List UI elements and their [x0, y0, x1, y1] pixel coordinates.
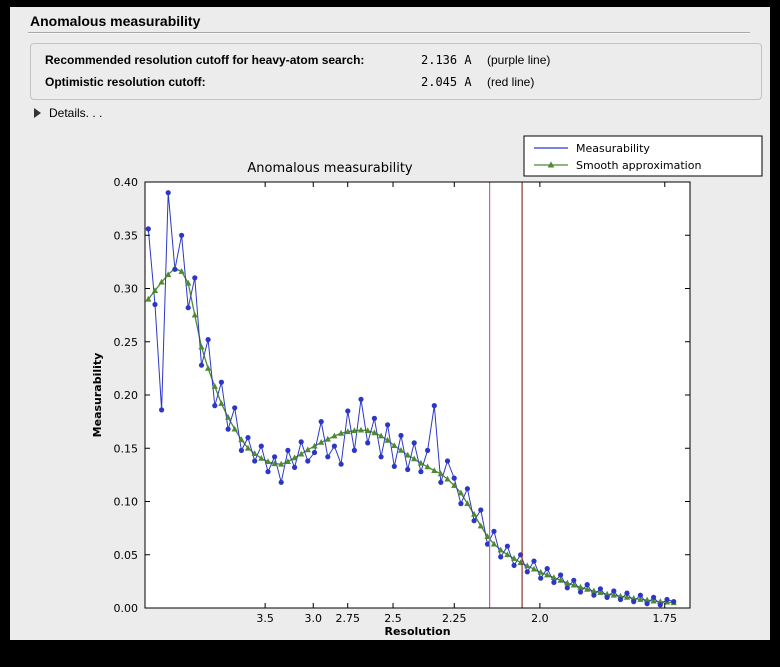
optimistic-cutoff-label: Optimistic resolution cutoff:	[45, 75, 206, 89]
svg-text:Measurability: Measurability	[91, 353, 104, 438]
svg-text:0.40: 0.40	[114, 176, 139, 189]
details-label: Details. . .	[49, 106, 103, 120]
page-title: Anomalous measurability	[30, 13, 201, 29]
details-disclosure[interactable]: Details. . .	[34, 105, 102, 121]
recommended-cutoff-label: Recommended resolution cutoff for heavy-…	[45, 53, 365, 67]
title-divider	[28, 32, 750, 34]
svg-text:Smooth approximation: Smooth approximation	[576, 159, 701, 172]
optimistic-cutoff-value: 2.045 A	[421, 75, 472, 89]
recommended-cutoff-note: (purple line)	[487, 53, 551, 67]
svg-text:Resolution: Resolution	[384, 625, 450, 638]
svg-text:0.10: 0.10	[114, 496, 139, 509]
svg-text:0.25: 0.25	[114, 336, 139, 349]
recommended-cutoff-value: 2.136 A	[421, 53, 472, 67]
svg-text:Measurability: Measurability	[576, 142, 650, 155]
chart-figure: 0.00 0.05 0.10 0.15 0.20 0.25 0.30 0.35 0.40 3.5 3…	[85, 128, 775, 638]
measurability-chart: 0.00 0.05 0.10 0.15 0.20 0.25 0.30 0.35 0.40 3.5 3…	[91, 135, 763, 638]
svg-text:2.25: 2.25	[442, 612, 467, 625]
svg-text:0.05: 0.05	[114, 549, 139, 562]
svg-text:2.75: 2.75	[335, 612, 360, 625]
cutoff-info-box: Recommended resolution cutoff for heavy-…	[30, 43, 762, 100]
svg-text:2.0: 2.0	[531, 612, 549, 625]
svg-text:Anomalous measurability: Anomalous measurability	[247, 161, 413, 176]
svg-text:1.75: 1.75	[653, 612, 678, 625]
svg-text:0.15: 0.15	[114, 442, 139, 455]
optimistic-cutoff-note: (red line)	[487, 75, 535, 89]
svg-text:0.20: 0.20	[114, 389, 139, 402]
optimistic-cutoff-row: Optimistic resolution cutoff: 2.045 A (red…	[45, 71, 761, 93]
recommended-cutoff-row: Recommended resolution cutoff for heavy-…	[45, 49, 761, 71]
svg-text:0.30: 0.30	[114, 283, 139, 296]
window-panel: Anomalous measurability Recommended reso…	[10, 7, 770, 640]
svg-text:2.5: 2.5	[384, 612, 402, 625]
svg-text:0.00: 0.00	[114, 602, 139, 615]
svg-text:3.0: 3.0	[304, 612, 322, 625]
svg-text:3.5: 3.5	[256, 612, 274, 625]
disclosure-triangle-icon[interactable]	[34, 108, 41, 118]
svg-text:0.35: 0.35	[114, 229, 139, 242]
